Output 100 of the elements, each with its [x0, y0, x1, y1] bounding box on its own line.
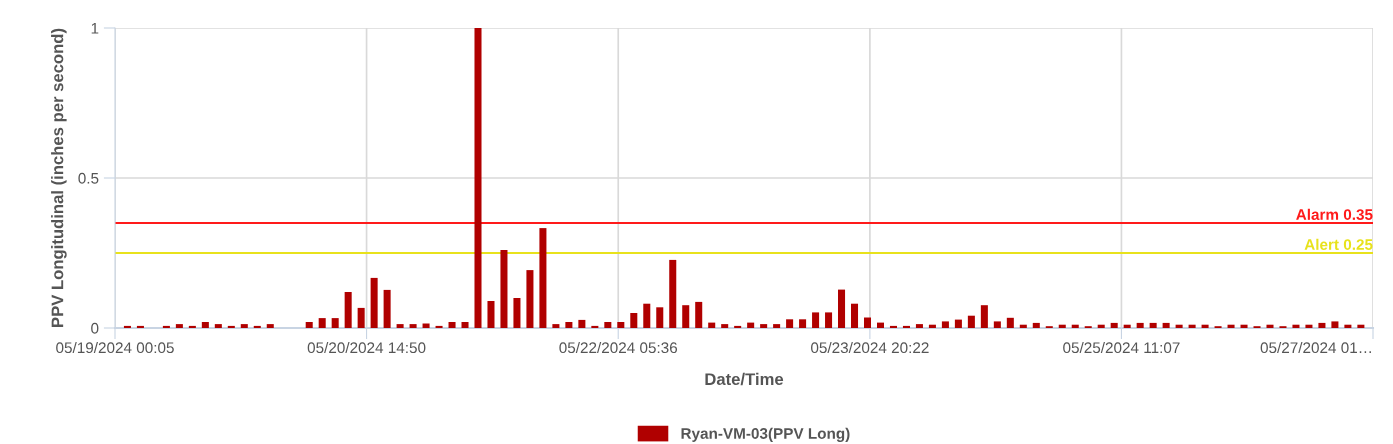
- bar: [656, 307, 664, 328]
- bar: [1305, 324, 1313, 328]
- legend-label: Ryan-VM-03(PPV Long): [681, 427, 850, 442]
- bar: [902, 325, 910, 328]
- bar: [383, 289, 391, 328]
- x-tick-label: 05/23/2024 20:22: [811, 341, 929, 354]
- bar: [1331, 321, 1339, 328]
- bar: [487, 301, 495, 328]
- bar: [747, 322, 755, 328]
- bar: [1006, 317, 1014, 328]
- y-tick-label: 0: [91, 322, 99, 334]
- bar: [695, 301, 703, 328]
- bar: [1292, 324, 1300, 328]
- bar: [773, 324, 781, 328]
- bar: [980, 305, 988, 328]
- bar: [1175, 324, 1183, 328]
- bar: [513, 298, 521, 328]
- bar: [799, 319, 807, 328]
- bar: [734, 325, 742, 328]
- x-tick-label: 05/20/2024 14:50: [307, 341, 426, 354]
- bar: [1071, 324, 1079, 328]
- bar: [123, 325, 131, 328]
- bar: [876, 322, 885, 328]
- bar: [1162, 322, 1170, 328]
- bar: [162, 325, 170, 328]
- bar: [409, 324, 417, 328]
- bar: [305, 322, 313, 328]
- y-axis-title: PPV Longitudinal (inches per second): [51, 28, 67, 327]
- bar: [993, 321, 1001, 328]
- bar: [967, 315, 975, 328]
- bar: [175, 324, 183, 328]
- bar: [669, 259, 677, 328]
- bar: [1123, 324, 1131, 328]
- bar: [552, 324, 560, 328]
- bar: [721, 324, 729, 328]
- bar: [1058, 324, 1066, 328]
- bar: [863, 317, 872, 328]
- bar: [461, 322, 469, 328]
- y-tick-label: 1: [91, 23, 99, 34]
- bar: [915, 324, 923, 328]
- bar: [500, 250, 508, 328]
- bar: [760, 324, 768, 328]
- bar: [396, 324, 404, 328]
- bar: [682, 305, 690, 328]
- bar: [643, 303, 651, 328]
- bar: [928, 324, 936, 328]
- bar: [812, 312, 820, 328]
- bar: [1136, 322, 1144, 328]
- bar: [240, 324, 248, 328]
- bar: [1110, 322, 1118, 328]
- bar: [266, 324, 274, 328]
- bar: [1201, 324, 1209, 328]
- bar: [1097, 324, 1105, 328]
- bar: [825, 312, 833, 328]
- bar: [448, 322, 456, 328]
- bar: [954, 319, 962, 328]
- bar: [889, 325, 897, 328]
- bar: [1032, 322, 1040, 328]
- x-tick-label: 05/22/2024 05:36: [559, 341, 678, 354]
- bar: [318, 318, 326, 328]
- bar: [708, 322, 716, 328]
- bar: [838, 289, 846, 328]
- bar: [357, 307, 365, 328]
- bar: [539, 228, 547, 328]
- bar: [227, 325, 235, 328]
- x-tick-label: 05/19/2024 00:05: [56, 341, 174, 354]
- bar: [941, 321, 949, 328]
- bar: [214, 324, 222, 328]
- bar: [201, 322, 209, 328]
- bar: [591, 325, 599, 328]
- bar: [331, 318, 339, 328]
- bar: [1227, 324, 1235, 328]
- bar: [578, 319, 586, 328]
- bar: [474, 28, 482, 328]
- bar: [1344, 324, 1352, 328]
- bar: [565, 322, 573, 328]
- bar: [188, 325, 196, 328]
- bar: [136, 325, 144, 328]
- bar: [526, 270, 534, 328]
- bar: [344, 292, 352, 328]
- bar: [1266, 324, 1274, 328]
- y-tick-label: 0.5: [78, 172, 99, 184]
- ref-line-label: Alarm 0.35: [1296, 208, 1373, 220]
- bar: [370, 277, 378, 328]
- ref-line-label: Alert 0.25: [1304, 238, 1373, 250]
- bar: [1019, 324, 1027, 328]
- x-tick-label: 05/25/2024 11:07: [1063, 341, 1180, 354]
- bar: [786, 319, 794, 328]
- bar: [630, 313, 638, 328]
- bar: [1149, 322, 1157, 328]
- x-axis-title: Date/Time: [705, 372, 784, 386]
- bar: [617, 322, 625, 328]
- bar: [1188, 324, 1196, 328]
- bar: [851, 303, 859, 328]
- bar: [1240, 324, 1248, 328]
- bar: [253, 325, 261, 328]
- x-tick-label: 05/27/2024 01…: [1260, 341, 1371, 354]
- bar: [1318, 322, 1326, 328]
- bar: [604, 322, 612, 328]
- bar: [1357, 324, 1365, 328]
